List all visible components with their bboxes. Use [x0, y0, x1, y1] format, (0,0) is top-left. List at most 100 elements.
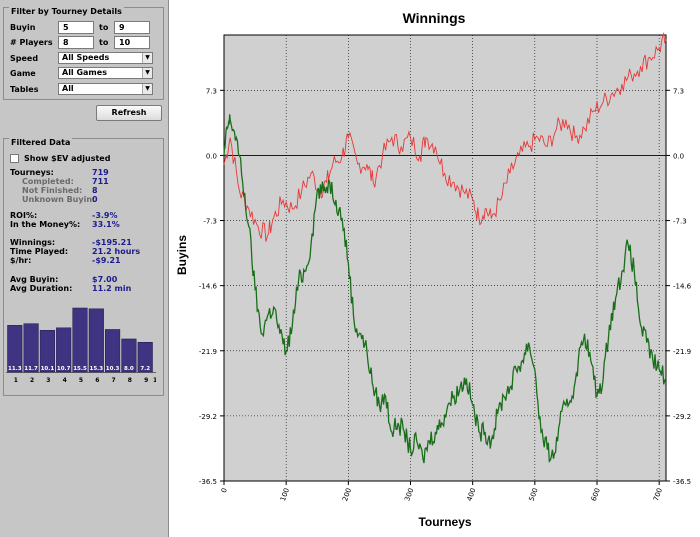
histogram-bar-label: 7.2: [140, 366, 150, 372]
game-label: Game: [10, 69, 36, 78]
sev-adjusted-checkbox[interactable]: [10, 154, 19, 163]
not-finished-label: Not Finished:: [22, 186, 83, 195]
x-tick-label: 700: [652, 487, 664, 502]
filter-group-title: Filter by Tourney Details: [9, 7, 124, 17]
y-tick-label-left: -21.9: [199, 348, 217, 356]
speed-value: All Speeds: [62, 53, 110, 62]
histogram-bar: [72, 307, 88, 373]
time-played-value: 21.2 hours: [92, 247, 141, 256]
chevron-down-icon[interactable]: ▼: [142, 84, 152, 94]
histogram-bar: [137, 342, 153, 373]
game-select[interactable]: All Games ▼: [58, 67, 153, 79]
histogram-bar-label: 11.3: [8, 366, 22, 372]
histogram-position-label: 2: [30, 377, 34, 384]
y-tick-label-right: 0.0: [673, 152, 684, 160]
itm-value: 33.1%: [92, 220, 120, 229]
histogram-bar-label: 15.5: [73, 366, 87, 372]
winnings-value: -$195.21: [92, 238, 132, 247]
histogram-bar: [7, 325, 23, 373]
histogram-position-label: 7: [112, 377, 116, 384]
y-tick-label-right: -7.3: [673, 218, 687, 226]
speed-select[interactable]: All Speeds ▼: [58, 52, 153, 64]
histogram-bar-label: 10.7: [57, 366, 71, 372]
chevron-down-icon[interactable]: ▼: [142, 68, 152, 78]
per-hour-label: $/hr:: [10, 256, 32, 265]
ev-winnings-series-line: [223, 31, 667, 242]
histogram-bar: [88, 308, 104, 373]
y-tick-label-right: -29.2: [673, 413, 691, 421]
filter-group: Filter by Tourney Details Buyin 5 to 9 #…: [3, 7, 164, 100]
buyin-to-label: to: [99, 23, 109, 32]
completed-label: Completed:: [22, 177, 74, 186]
plot-area: [223, 34, 667, 482]
unknown-buyin-label: Unknown Buyin:: [22, 195, 96, 204]
filtered-data-title: Filtered Data: [9, 138, 73, 148]
x-tick-label: 600: [590, 487, 602, 502]
buyin-row: Buyin 5 to 9: [10, 21, 160, 34]
histogram-bar: [23, 323, 39, 373]
tables-value: All: [62, 84, 74, 93]
tables-row: Tables All ▼: [10, 83, 160, 96]
histogram-position-label: 6: [95, 377, 99, 384]
y-tick-label-right: -14.6: [673, 283, 692, 291]
left-panel: Filter by Tourney Details Buyin 5 to 9 #…: [0, 0, 168, 537]
winnings-label: Winnings:: [10, 238, 56, 247]
avg-buyin-label: Avg Buyin:: [10, 275, 59, 284]
winnings-series-line: [223, 114, 667, 464]
panel-divider: [168, 0, 169, 537]
y-tick-label-left: -7.3: [203, 218, 217, 226]
histogram-position-label: 8: [128, 377, 132, 384]
buyin-from-input[interactable]: 5: [58, 21, 94, 34]
unknown-buyin-value: 0: [92, 195, 98, 204]
avg-duration-value: 11.2 min: [92, 284, 132, 293]
roi-value: -3.9%: [92, 211, 118, 220]
histogram-position-label: 3: [46, 377, 50, 384]
y-tick-label-left: -36.5: [199, 478, 217, 486]
histogram-bar-label: 10.3: [106, 366, 120, 372]
players-to-input[interactable]: 10: [114, 36, 150, 49]
y-axis-label: Buyins: [175, 235, 189, 275]
roi-label: ROI%:: [10, 211, 38, 220]
histogram-bar-label: 11.7: [24, 366, 38, 372]
histogram-position-label: 10: [153, 377, 156, 384]
x-tick-label: 500: [528, 487, 540, 502]
game-row: Game All Games ▼: [10, 67, 160, 80]
y-tick-label-left: -29.2: [199, 413, 217, 421]
x-tick-label: 400: [465, 487, 477, 502]
tables-label: Tables: [10, 85, 39, 94]
y-tick-label-right: -36.5: [673, 478, 691, 486]
players-label: # Players: [10, 38, 53, 47]
x-axis-label: Tourneys: [418, 515, 471, 529]
winnings-chart: Winnings Tourneys Buyins 0 100 200 300 400 50…: [175, 10, 692, 529]
histogram-position-label: 4: [63, 377, 67, 384]
histogram-position-label: 5: [79, 377, 83, 384]
x-tick-label: 300: [403, 487, 415, 502]
itm-label: In the Money%:: [10, 220, 81, 229]
histogram-bar: [105, 329, 121, 373]
histogram-position-label: 1: [14, 377, 18, 384]
players-row: # Players 8 to 10: [10, 36, 160, 49]
histogram-bar: [56, 327, 72, 373]
players-to-label: to: [99, 38, 109, 47]
time-played-label: Time Played:: [10, 247, 69, 256]
refresh-button[interactable]: Refresh: [96, 105, 162, 121]
histogram-bar: [121, 338, 137, 373]
y-tick-label-left: -14.6: [199, 283, 218, 291]
y-tick-label-left: 0.0: [206, 152, 217, 160]
histogram-bar-label: 15.3: [90, 366, 104, 372]
histogram-bar-label: 8.0: [124, 366, 134, 372]
tables-select[interactable]: All ▼: [58, 83, 153, 95]
per-hour-value: -$9.21: [92, 256, 121, 265]
sev-adjusted-label: Show $EV adjusted: [24, 154, 111, 163]
chevron-down-icon[interactable]: ▼: [142, 53, 152, 63]
buyin-to-input[interactable]: 9: [114, 21, 150, 34]
avg-duration-label: Avg Duration:: [10, 284, 73, 293]
buyin-label: Buyin: [10, 23, 36, 32]
histogram-bar: [39, 330, 55, 373]
y-tick-label-left: 7.3: [206, 87, 217, 95]
speed-label: Speed: [10, 54, 39, 63]
tourneys-value: 719: [92, 168, 109, 177]
finish-position-histogram: 11.3 1 11.7 2 10.1 3 10.7 4 15.5 5 15.3 6 10.3 7 8.0 8 7…: [6, 307, 156, 384]
players-from-input[interactable]: 8: [58, 36, 94, 49]
tourneys-label: Tourneys:: [10, 168, 54, 177]
